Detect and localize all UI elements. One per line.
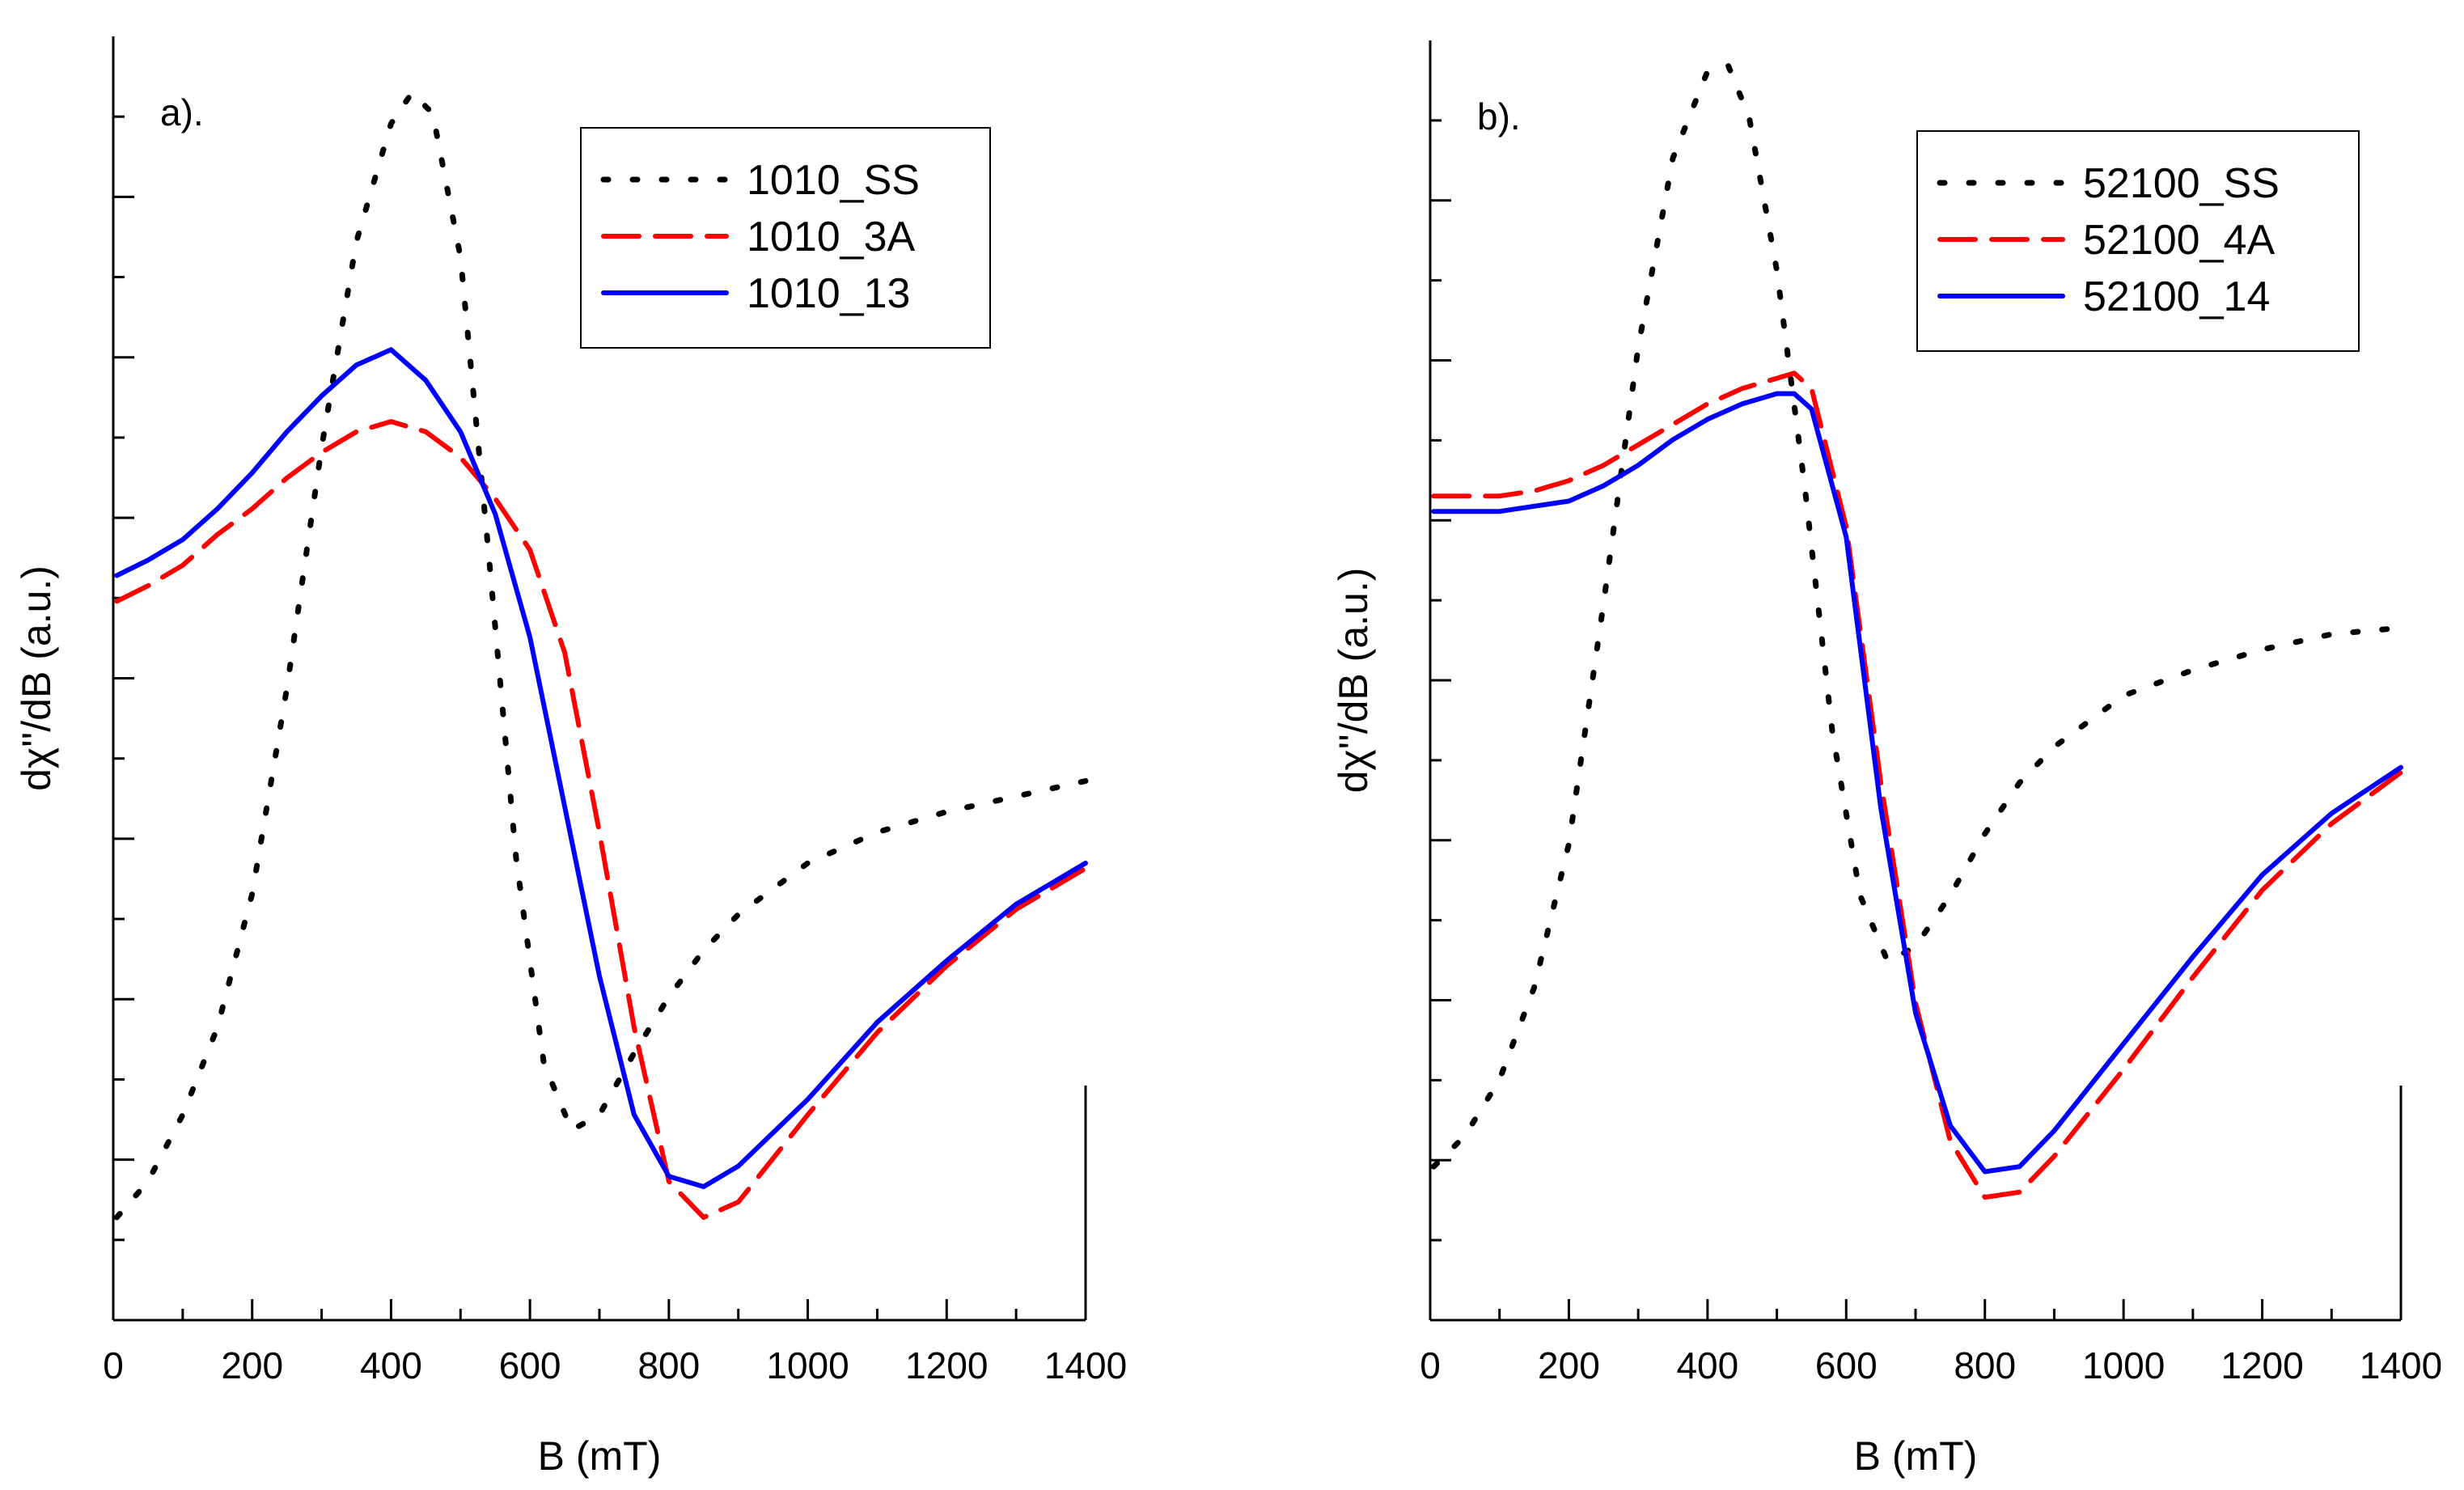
x-axis-title: B (mT)	[1854, 1433, 1978, 1479]
x-tick-label: 1400	[1044, 1344, 1127, 1386]
x-tick-label: 200	[221, 1344, 283, 1386]
x-tick-label: 0	[1420, 1344, 1441, 1386]
x-tick-label: 1200	[2221, 1344, 2303, 1386]
x-tick-label: 1000	[2082, 1344, 2165, 1386]
panel-label: a).	[160, 91, 204, 133]
series-line-52100_4A	[1431, 370, 2403, 1200]
chart-panel-a: 0 200 400 600 800 1000 1200 1400 B (mT) dχ''/dB (…	[14, 36, 1127, 1479]
x-tick-label: 600	[499, 1344, 561, 1386]
x-tick-label: 1400	[2360, 1344, 2442, 1386]
series-line-1010_13	[114, 347, 1088, 1189]
panel-label: b).	[1477, 95, 1521, 138]
legend-label: 52100_4A	[2083, 217, 2275, 264]
x-tick-label: 1000	[766, 1344, 849, 1386]
legend-label: 1010_SS	[747, 157, 920, 204]
legend: 52100_SS 52100_4A 52100_14	[1916, 130, 2360, 352]
series-line-52100_SS	[1430, 63, 2390, 1170]
series-line-1010_3A	[114, 419, 1088, 1220]
x-tick-label: 800	[1954, 1344, 2016, 1386]
legend-label: 52100_SS	[2083, 160, 2280, 207]
x-axis-title: B (mT)	[538, 1433, 662, 1479]
legend-label: 52100_14	[2083, 273, 2270, 320]
series-line-52100_14	[1431, 391, 2403, 1175]
x-tick-label: 400	[1676, 1344, 1738, 1386]
legend: 1010_SS 1010_3A 1010_13	[580, 127, 991, 349]
legend-label: 1010_13	[747, 270, 910, 317]
x-tick-label: 800	[637, 1344, 700, 1386]
y-axis-title: dχ''/dB (a.u.)	[1331, 568, 1376, 794]
x-tick-label: 1200	[905, 1344, 988, 1386]
x-tick-label: 600	[1815, 1344, 1878, 1386]
x-tick-label: 400	[360, 1344, 422, 1386]
x-tick-label: 200	[1538, 1344, 1600, 1386]
x-tick-label: 0	[103, 1344, 124, 1386]
legend-box	[580, 127, 991, 349]
y-axis-title: dχ''/dB (a.u.)	[14, 565, 59, 791]
legend-label: 1010_3A	[747, 214, 916, 260]
chart-panel-b: 0 200 400 600 800 1000 1200 1400 B (mT) dχ''/dB (…	[1331, 40, 2442, 1479]
